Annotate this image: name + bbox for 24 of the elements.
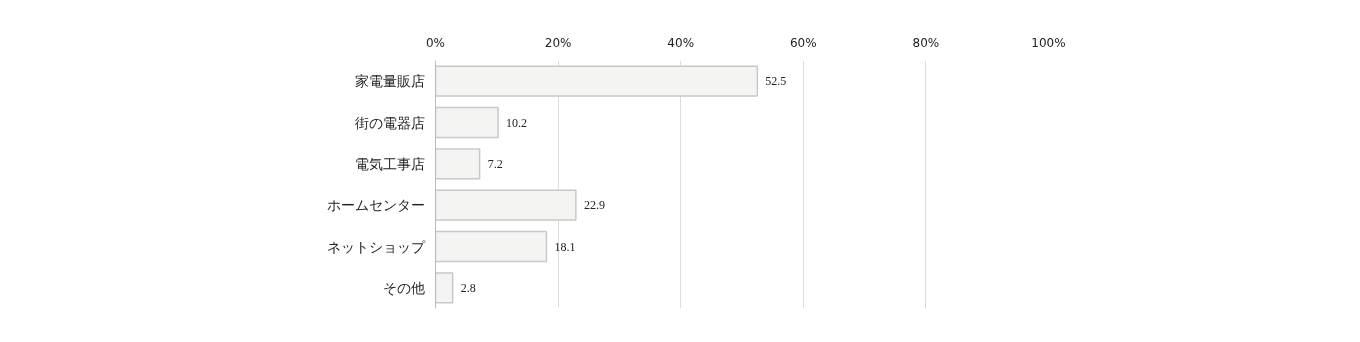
bar (435, 148, 481, 180)
y-tick-label: 家電量販店 (354, 73, 425, 90)
bar (435, 189, 577, 221)
x-tick-label: 0% (425, 35, 446, 50)
data-label: 10.2 (506, 115, 528, 130)
x-tick-label: 100% (1031, 35, 1066, 50)
y-tick-label: 電気工事店 (354, 155, 425, 172)
bar (435, 230, 548, 263)
x-tick-label: 80% (912, 35, 940, 50)
y-tick-label: ホームセンター (326, 197, 425, 214)
y-tick-label: その他 (382, 279, 425, 296)
x-tick-label: 60% (789, 35, 817, 50)
bar (435, 106, 499, 139)
data-label: 2.8 (460, 280, 476, 295)
x-tick-label: 20% (544, 35, 572, 50)
bar (435, 65, 759, 97)
data-label: 52.5 (765, 74, 787, 89)
x-tick-label: 40% (667, 35, 695, 50)
data-label: 18.1 (554, 239, 576, 254)
y-tick-label: ネットショップ (326, 238, 426, 255)
y-tick-label: 街の電器店 (354, 114, 425, 131)
bar (435, 272, 454, 304)
data-label: 22.9 (583, 198, 605, 213)
data-label: 7.2 (487, 156, 503, 171)
